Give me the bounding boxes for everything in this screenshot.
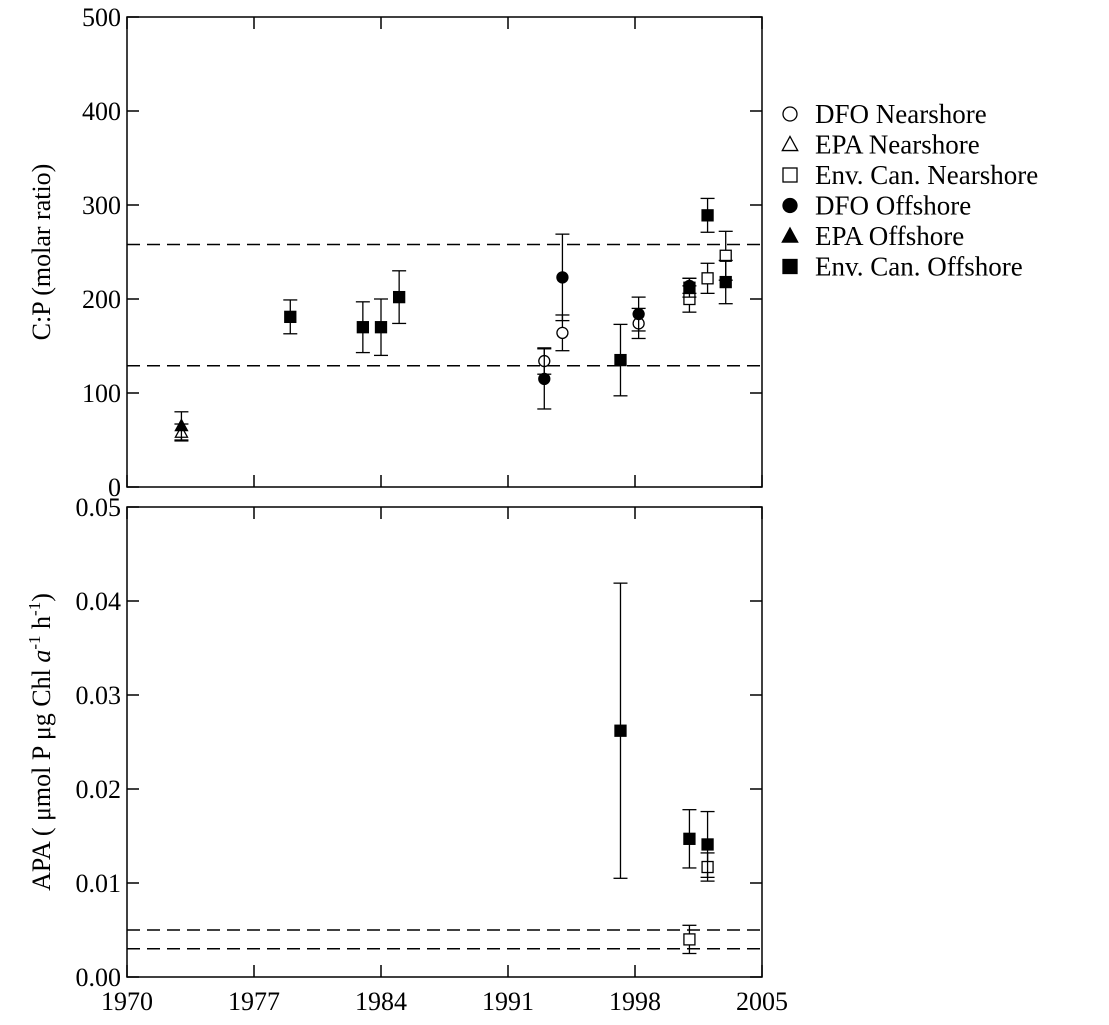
cp-ratio-panel: 0 100 200 300 400 500 C:P (molar ratio) xyxy=(27,3,763,502)
dfo-offshore-point xyxy=(537,348,552,410)
legend-marker xyxy=(782,167,798,183)
env-can-offshore-marker xyxy=(374,321,388,334)
cp-y-tick-label: 0 xyxy=(108,473,121,502)
dfo-offshore-point xyxy=(555,233,570,322)
env-can-offshore-marker xyxy=(701,209,714,222)
env-can-nearshore-point xyxy=(700,262,715,295)
apa-y-axis-title-part: ) xyxy=(27,593,56,602)
apa-y-tick-label: 0.01 xyxy=(76,869,122,898)
apa-x-tick-label: 1991 xyxy=(482,987,534,1016)
env-can-offshore-marker xyxy=(356,321,370,334)
env-can-offshore-marker xyxy=(614,724,627,737)
cp-axis-ticks xyxy=(126,16,763,488)
apa-x-tick-label: 1984 xyxy=(355,987,407,1016)
cp-y-tick-label: 500 xyxy=(82,3,121,32)
env-can-offshore-point xyxy=(283,299,298,335)
apa-y-axis-title-part: μmol P μg Chl xyxy=(27,663,56,828)
env-can-offshore-marker xyxy=(701,838,714,851)
env-can-offshore-marker xyxy=(392,290,406,304)
env-can-offshore-marker xyxy=(683,281,696,294)
legend-label: DFO Nearshore xyxy=(815,99,987,129)
dfo-nearshore-marker xyxy=(556,326,569,339)
env-can-offshore-marker xyxy=(683,832,696,845)
cp-y-tick-label: 200 xyxy=(82,285,121,314)
legend-entry: EPA Offshore xyxy=(781,221,964,251)
env-can-nearshore-marker xyxy=(701,272,714,285)
env-can-nearshore-point xyxy=(682,924,697,955)
env-can-offshore-point xyxy=(355,301,370,354)
env-can-offshore-point xyxy=(682,809,697,869)
legend-entry: DFO Offshore xyxy=(782,191,971,221)
apa-x-tick-label: 1970 xyxy=(101,987,153,1016)
dfo-offshore-point xyxy=(631,296,646,332)
cp-y-tick-label: 400 xyxy=(82,97,121,126)
legend-marker xyxy=(782,106,798,122)
env-can-offshore-point xyxy=(682,277,697,298)
apa-y-tick-label: 0.04 xyxy=(76,587,122,616)
apa-panel: 0.00 0.01 0.02 0.03 0.04 0.05 1970 1977 1984 199… xyxy=(25,493,788,1016)
legend-marker xyxy=(781,135,799,152)
apa-axis-ticks xyxy=(126,506,763,978)
dfo-offshore-marker xyxy=(632,307,645,321)
apa-plot-frame xyxy=(126,506,763,978)
legend-label: DFO Offshore xyxy=(815,191,971,221)
apa-y-tick-label: 0.02 xyxy=(76,775,122,804)
cp-y-tick-label: 100 xyxy=(82,379,121,408)
env-can-offshore-marker xyxy=(284,310,297,324)
env-can-nearshore-marker xyxy=(719,249,732,262)
env-can-offshore-point xyxy=(700,810,715,879)
apa-y-tick-label: 0.05 xyxy=(76,493,122,522)
cp-plot-frame xyxy=(126,16,763,488)
apa-y-axis-title-part: a xyxy=(27,650,56,663)
env-can-offshore-point xyxy=(613,582,628,879)
legend-label: EPA Offshore xyxy=(815,221,964,251)
cp-reference-lines xyxy=(127,243,762,367)
dfo-offshore-marker xyxy=(538,372,551,386)
apa-x-tick-labels: 1970 1977 1984 1991 1998 2005 xyxy=(101,987,788,1016)
env-can-offshore-point xyxy=(613,323,628,397)
legend-entry: EPA Nearshore xyxy=(781,130,980,160)
epa-offshore-point xyxy=(174,411,189,441)
env-can-offshore-marker xyxy=(719,275,732,289)
env-can-offshore-marker xyxy=(614,353,627,367)
cp-data-points xyxy=(174,197,733,442)
apa-data-points xyxy=(613,582,715,955)
legend-label: Env. Can. Offshore xyxy=(815,252,1023,282)
apa-reference-lines xyxy=(127,929,762,950)
apa-y-tick-label: 0.00 xyxy=(76,963,122,992)
cp-y-tick-label: 300 xyxy=(82,191,121,220)
legend-marker xyxy=(782,258,798,275)
legend-entry: Env. Can. Offshore xyxy=(782,252,1023,282)
apa-y-tick-label: 0.03 xyxy=(76,681,122,710)
env-can-offshore-point xyxy=(392,270,407,325)
cp-y-tick-labels: 0 100 200 300 400 500 xyxy=(82,3,121,502)
apa-y-axis-title-part: -1 xyxy=(25,602,44,616)
legend-label: EPA Nearshore xyxy=(815,130,980,160)
env-can-nearshore-marker xyxy=(683,933,696,946)
apa-y-axis-title-part: APA ( xyxy=(27,828,56,891)
apa-x-tick-label: 2005 xyxy=(736,987,788,1016)
apa-y-axis-title: APA ( μmol P μg Chl a-1 h-1) xyxy=(25,593,56,891)
legend-entry: Env. Can. Nearshore xyxy=(782,160,1038,190)
legend-marker xyxy=(782,197,798,214)
legend-entry: DFO Nearshore xyxy=(782,99,987,129)
legend-marker xyxy=(781,226,799,243)
apa-y-tick-labels: 0.00 0.01 0.02 0.03 0.04 0.05 xyxy=(76,493,122,992)
dfo-offshore-marker xyxy=(556,271,569,284)
apa-y-axis-title-part: -1 xyxy=(25,635,44,649)
apa-y-axis-title-part: h xyxy=(27,616,56,636)
legend-label: Env. Can. Nearshore xyxy=(815,160,1038,190)
epa-offshore-marker xyxy=(174,418,189,432)
apa-x-tick-label: 1998 xyxy=(609,987,661,1016)
env-can-offshore-point xyxy=(718,259,733,305)
env-can-offshore-point xyxy=(700,197,715,233)
apa-x-tick-label: 1977 xyxy=(228,987,280,1016)
cp-y-axis-title: C:P (molar ratio) xyxy=(27,164,56,341)
env-can-offshore-point xyxy=(374,298,388,357)
